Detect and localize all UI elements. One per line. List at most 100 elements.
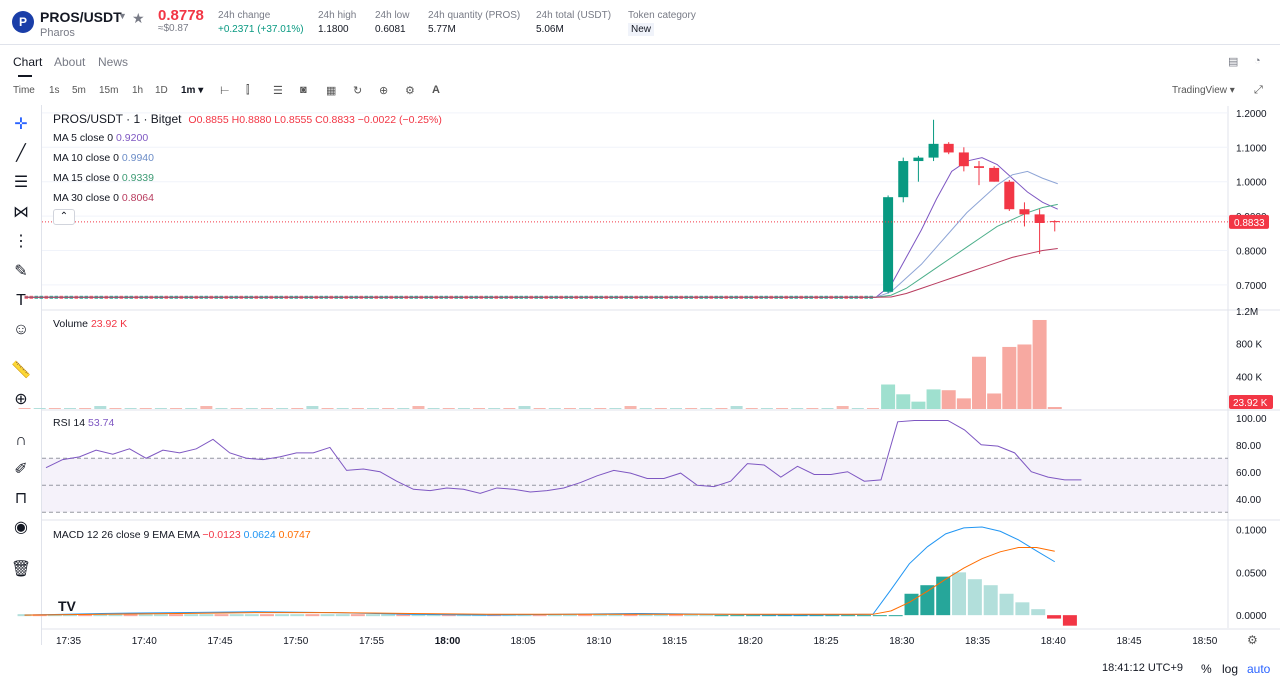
lock-icon[interactable]: ⊓ — [14, 490, 28, 507]
volume-bar-small — [306, 406, 319, 409]
text-ai-icon[interactable]: A — [432, 84, 440, 96]
auto-toggle[interactable]: auto — [1247, 662, 1271, 676]
ruler-icon[interactable]: 📏 — [11, 362, 31, 379]
magnet-icon[interactable]: ∩ — [15, 432, 27, 449]
volume-bar-small — [745, 408, 758, 409]
star-icon[interactable]: ★ — [132, 10, 145, 26]
interval-5m[interactable]: 5m — [72, 85, 86, 96]
trash-icon[interactable]: 🗑 — [10, 561, 32, 578]
volume-bar-small — [457, 408, 470, 409]
volume-bar-small — [427, 408, 440, 409]
ma30-legend[interactable]: MA 30 close 0 0.8064 — [53, 192, 154, 204]
brush-icon[interactable]: ✎ — [14, 263, 28, 280]
time-tick-label: 17:50 — [283, 636, 308, 647]
macd-label: MACD 12 26 close 9 EMA EMA — [53, 529, 200, 541]
interval-1h[interactable]: 1h — [132, 85, 144, 96]
emoji-icon[interactable]: ☺ — [12, 321, 30, 338]
volume-bar-small — [94, 406, 107, 409]
ma15-legend[interactable]: MA 15 close 0 0.9339 — [53, 172, 154, 184]
volume-bar-small — [291, 408, 304, 409]
volume-bar-small — [336, 408, 349, 409]
macd-hist-bar — [888, 615, 903, 617]
text-icon[interactable]: T — [16, 292, 26, 309]
volume-bar-small — [836, 406, 849, 409]
calendar-icon[interactable]: ▦ — [326, 85, 337, 97]
time-tick-label: 18:35 — [965, 636, 990, 647]
volume-badge — [1229, 395, 1273, 410]
pencil-lock-icon[interactable]: ✐ — [14, 461, 28, 478]
volume-bar — [1047, 407, 1062, 409]
volume-bar — [972, 356, 986, 409]
ohlc-key: L — [274, 114, 281, 126]
macd-hist-bar — [1031, 609, 1046, 616]
tab-news[interactable]: News — [98, 55, 129, 69]
volume-bar-small — [276, 408, 289, 409]
ma-line — [24, 247, 1058, 298]
bell-icon[interactable]: ◔ — [1254, 55, 1261, 67]
legend-change: −0.0022 (−0.25%) — [357, 114, 442, 126]
chevron-down-icon[interactable]: ▼ — [118, 11, 127, 21]
rsi-tick-label: 60.00 — [1236, 468, 1261, 479]
tab-chart[interactable]: Chart — [13, 55, 43, 69]
volume-bar-small — [48, 408, 61, 409]
document-icon[interactable]: ▤ — [1228, 56, 1239, 68]
log-toggle[interactable]: log — [1222, 662, 1239, 676]
macd-hist-bar — [1015, 602, 1030, 616]
macd-hist-small — [229, 614, 244, 617]
expand-icon[interactable]: ⤢ — [1254, 84, 1263, 96]
crosshair-icon[interactable]: ✛ — [14, 116, 28, 133]
volume-bar-small — [821, 408, 834, 409]
eye-icon[interactable]: ◉ — [14, 519, 28, 536]
interval-15m[interactable]: 15m — [99, 85, 119, 96]
time-tick-label: 18:30 — [889, 636, 914, 647]
macd-hist-small — [138, 614, 153, 617]
ma5-legend[interactable]: MA 5 close 0 0.9200 — [53, 132, 148, 144]
volume-bar-small — [715, 408, 728, 409]
ma10-legend[interactable]: MA 10 close 0 0.9940 — [53, 152, 154, 164]
pattern-icon[interactable]: ⋈ — [13, 204, 29, 221]
utc-clock[interactable]: 18:41:12 UTC+9 — [1102, 662, 1184, 674]
replay-icon[interactable]: ↻ — [353, 85, 363, 97]
legend-title: PROS/USDT · 1 · Bitget — [53, 112, 182, 126]
interval-1s[interactable]: 1s — [49, 85, 60, 96]
volume-bar-small — [579, 408, 592, 409]
collapse-legend-button[interactable]: ⌃ — [53, 209, 75, 225]
tradingview-selector[interactable]: TradingView ▾ — [1172, 85, 1235, 96]
macd-hist-bar — [983, 585, 998, 616]
volume-bar-small — [533, 408, 546, 409]
macd-hist-small — [153, 614, 168, 617]
plus-circle-icon[interactable]: ⊕ — [379, 85, 389, 97]
macd-hist-small — [78, 614, 93, 617]
macd-hist-bar — [999, 593, 1014, 616]
interval-selected[interactable]: 1m ▾ — [181, 85, 204, 96]
time-tick-label: 18:40 — [1041, 636, 1066, 647]
category-value: New — [628, 23, 655, 36]
tab-about[interactable]: About — [54, 55, 86, 69]
candle-icon[interactable]: ⫿ — [246, 84, 250, 96]
percent-toggle[interactable]: % — [1201, 662, 1212, 676]
measure-icon[interactable]: ⋮ — [13, 233, 29, 250]
camera-icon[interactable]: ◙ — [300, 84, 307, 96]
macd-hist-bar — [920, 585, 935, 616]
macd-hist-bar — [714, 615, 729, 617]
fib-icon[interactable]: ☰ — [13, 174, 29, 191]
indicator-icon[interactable]: ☰ — [273, 85, 283, 97]
trend-line-icon[interactable]: ╱ — [16, 145, 26, 162]
gear-icon[interactable]: ⚙ — [405, 85, 415, 97]
macd-hist-bar — [793, 615, 808, 617]
volume-bar-small — [700, 408, 713, 409]
macd-hist-bar — [872, 615, 887, 617]
time-axis-settings-icon[interactable]: ⚙ — [1247, 633, 1258, 647]
zoom-icon[interactable]: ⊕ — [14, 391, 28, 408]
macd-hist-small — [562, 614, 577, 617]
volume-bar-small — [563, 408, 576, 409]
symbol-name[interactable]: PROS/USDT — [40, 9, 122, 25]
interval-time[interactable]: Time — [13, 85, 35, 96]
rsi-tick-label: 100.00 — [1236, 414, 1267, 425]
bar-style-icon[interactable]: ⊢ — [220, 85, 230, 97]
volume-bar-small — [397, 408, 410, 409]
interval-1d[interactable]: 1D — [155, 85, 168, 96]
macd-tick-label: 0.0500 — [1236, 568, 1267, 579]
tradingview-logo[interactable]: TV — [58, 598, 76, 614]
